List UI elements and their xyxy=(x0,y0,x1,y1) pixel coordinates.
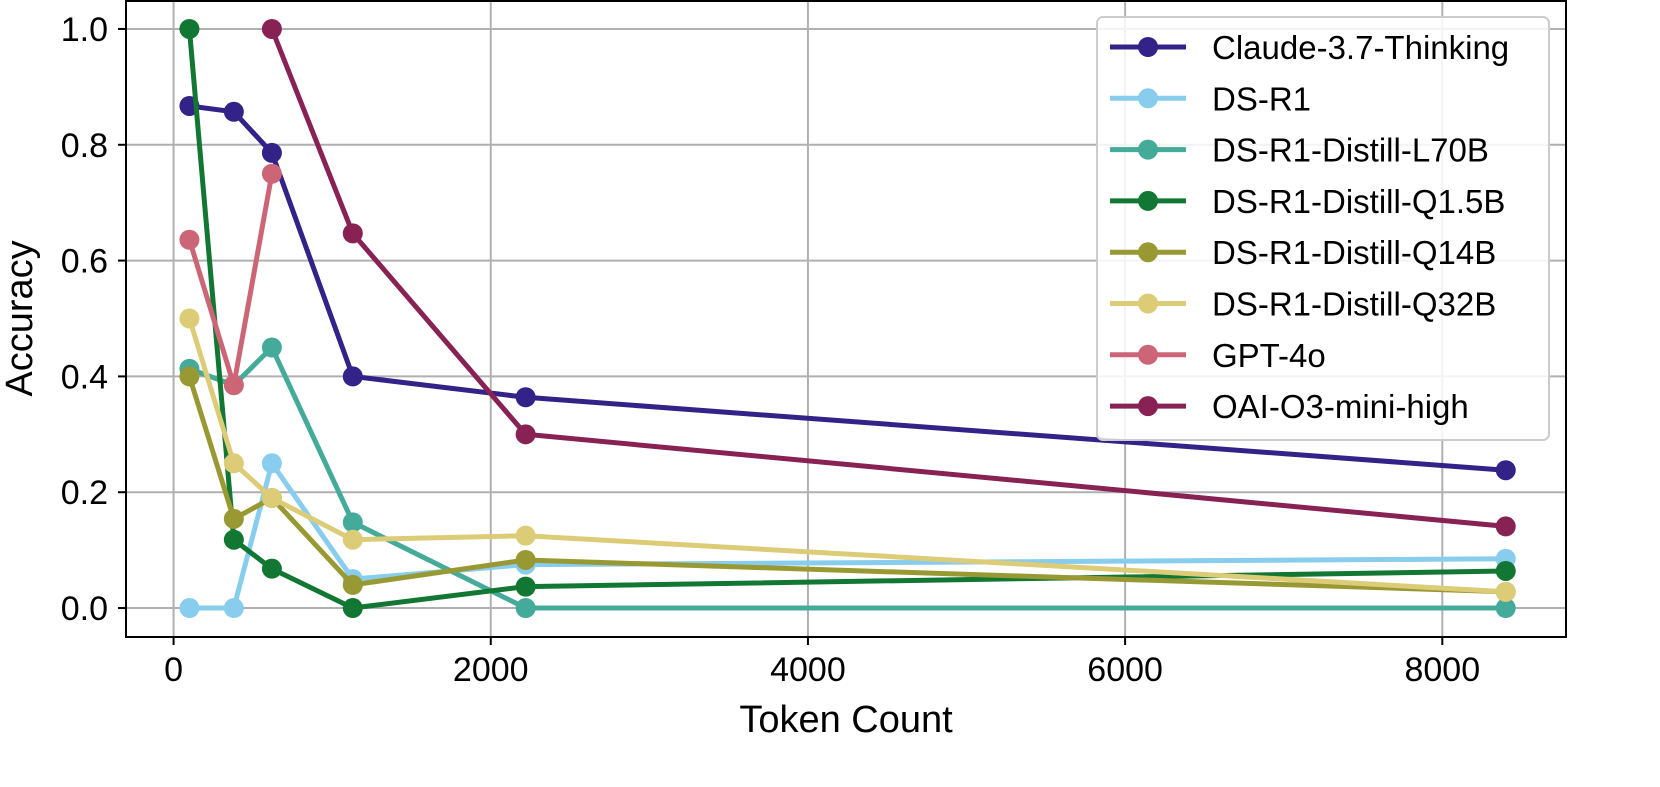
data-point xyxy=(342,512,363,533)
legend-box xyxy=(1096,16,1550,441)
data-point xyxy=(515,424,536,445)
data-point xyxy=(261,453,282,474)
series-line xyxy=(186,373,1509,595)
data-point xyxy=(1495,460,1516,481)
series-line xyxy=(186,316,1509,595)
x-tick-label: 0 xyxy=(164,651,183,689)
legend-swatch-marker xyxy=(1138,37,1158,57)
legend-item: OAI-O3-mini-high xyxy=(1110,388,1469,425)
legend-label: DS-R1-Distill-Q1.5B xyxy=(1212,183,1505,220)
legend-swatch-marker xyxy=(1138,242,1158,263)
data-point xyxy=(179,598,200,619)
series-OAI-O3-mini-high xyxy=(261,18,1516,537)
data-point xyxy=(342,574,363,595)
legend-item: DS-R1 xyxy=(1110,80,1311,117)
y-tick-label: 0.0 xyxy=(61,590,108,628)
legend-label: OAI-O3-mini-high xyxy=(1212,388,1469,425)
legend-label: DS-R1-Distill-Q32B xyxy=(1212,286,1496,323)
data-point xyxy=(223,508,244,529)
y-tick-label: 0.6 xyxy=(61,243,108,281)
legend-swatch-marker xyxy=(1138,396,1158,417)
legend-item: DS-R1-Distill-L70B xyxy=(1110,132,1489,169)
y-tick-label: 1.0 xyxy=(61,11,108,49)
legend-label: Claude-3.7-Thinking xyxy=(1212,29,1509,66)
data-point xyxy=(179,308,200,329)
data-point xyxy=(261,142,282,163)
data-point xyxy=(515,576,536,597)
axis-ticks: 0 2000 4000 6000 8000 0.0 0.2 0.4 0.6 0.8 1.0 xyxy=(61,11,1480,689)
data-point xyxy=(1495,581,1516,602)
data-point xyxy=(261,337,282,358)
data-point xyxy=(223,101,244,122)
x-axis-label: Token Count xyxy=(739,699,953,741)
x-tick-label: 6000 xyxy=(1087,651,1163,689)
x-tick-label: 2000 xyxy=(453,651,529,689)
data-point xyxy=(342,366,363,387)
data-point xyxy=(261,488,282,509)
data-point xyxy=(261,163,282,184)
data-point xyxy=(223,453,244,474)
legend-item: DS-R1-Distill-Q14B xyxy=(1110,234,1496,271)
legend-item: DS-R1-Distill-Q1.5B xyxy=(1110,183,1505,220)
data-point xyxy=(1495,560,1516,581)
series-DS-R1-Distill-Q1.5B xyxy=(179,18,1516,619)
data-point xyxy=(515,387,536,408)
x-tick-label: 4000 xyxy=(770,651,846,689)
data-point xyxy=(261,558,282,579)
data-point xyxy=(223,529,244,550)
legend-label: DS-R1 xyxy=(1212,80,1311,117)
data-point xyxy=(223,598,244,619)
data-point xyxy=(1495,516,1516,537)
y-tick-label: 0.4 xyxy=(61,358,108,396)
data-point xyxy=(1495,598,1516,619)
series-layer xyxy=(179,18,1516,619)
plot-frame xyxy=(125,0,1567,638)
data-point xyxy=(179,18,200,39)
legend-label: GPT-4o xyxy=(1212,337,1326,374)
legend-item: Claude-3.7-Thinking xyxy=(1110,29,1509,66)
data-point xyxy=(515,549,536,570)
legend-swatch-marker xyxy=(1138,190,1158,211)
legend-item: DS-R1-Distill-Q32B xyxy=(1110,286,1496,323)
y-tick-label: 0.8 xyxy=(61,127,108,165)
series-line xyxy=(269,26,1509,529)
data-point xyxy=(179,229,200,250)
legend-swatch-marker xyxy=(1138,88,1158,109)
series-line xyxy=(186,26,1509,611)
data-point xyxy=(342,598,363,619)
y-tick-label: 0.2 xyxy=(61,474,108,512)
y-axis-label: Accuracy xyxy=(0,240,41,396)
data-point xyxy=(261,18,282,39)
series-GPT-4o xyxy=(179,163,282,396)
data-point xyxy=(342,529,363,550)
x-tick-label: 8000 xyxy=(1404,651,1480,689)
legend: Claude-3.7-Thinking DS-R1 DS-R1-Distill-L7… xyxy=(1096,16,1550,441)
series-DS-R1-Distill-Q32B xyxy=(179,308,1516,602)
legend-label: DS-R1-Distill-Q14B xyxy=(1212,234,1496,271)
legend-swatch-marker xyxy=(1138,139,1158,160)
legend-swatch-marker xyxy=(1138,344,1158,365)
data-point xyxy=(515,598,536,619)
data-point xyxy=(342,223,363,244)
data-point xyxy=(179,366,200,387)
data-point xyxy=(515,525,536,546)
legend-swatch-marker xyxy=(1138,293,1158,314)
legend-label: DS-R1-Distill-L70B xyxy=(1212,132,1489,169)
legend-item: GPT-4o xyxy=(1110,337,1326,374)
data-point xyxy=(223,375,244,396)
